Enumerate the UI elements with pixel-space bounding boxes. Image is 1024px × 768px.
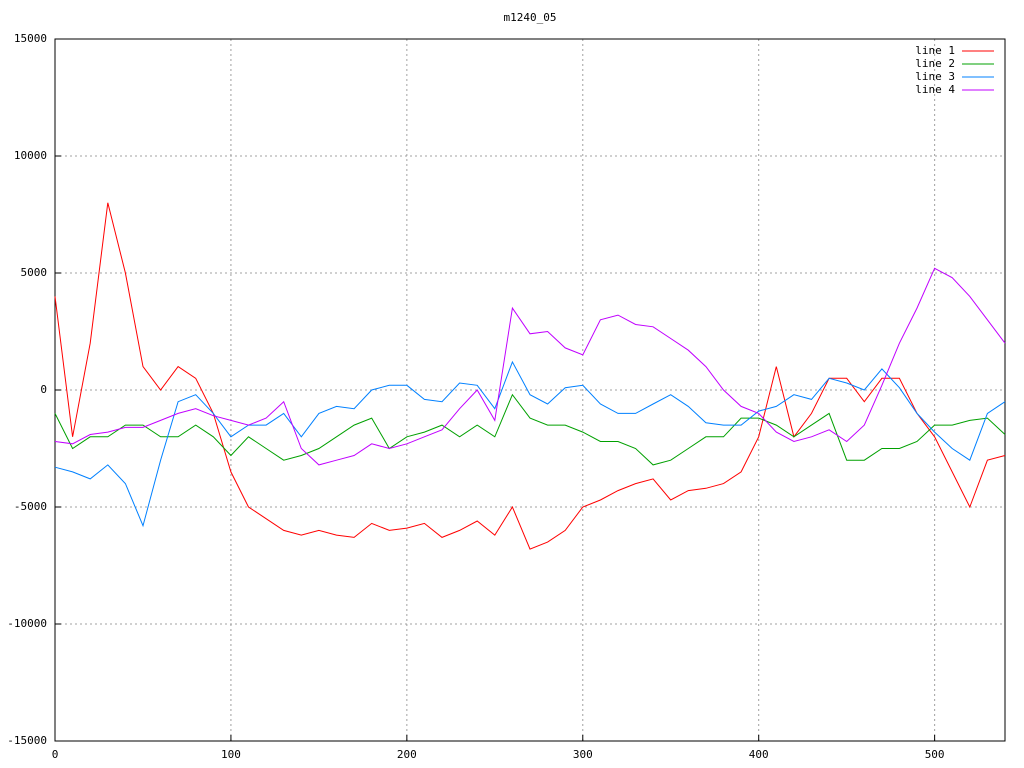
- y-tick-label: 10000: [14, 149, 47, 162]
- y-tick-label: -15000: [7, 734, 47, 747]
- y-tick-label: -5000: [14, 500, 47, 513]
- x-tick-label: 500: [925, 748, 945, 761]
- plot-frame: [54, 38, 1006, 742]
- legend-label: line 4: [915, 83, 955, 96]
- legend-label: line 3: [915, 70, 955, 83]
- y-tick-label: 0: [40, 383, 47, 396]
- line-series: [54, 267, 1006, 466]
- x-tick-label: 200: [397, 748, 417, 761]
- line-series: [54, 202, 1006, 550]
- x-tick-label: 0: [52, 748, 59, 761]
- legend-label: line 1: [915, 44, 955, 57]
- x-tick-label: 400: [749, 748, 769, 761]
- y-tick-label: 5000: [21, 266, 48, 279]
- line-series: [54, 393, 1006, 466]
- y-tick-label: -10000: [7, 617, 47, 630]
- line-series: [54, 360, 1006, 528]
- chart-title: m1240_05: [504, 11, 557, 24]
- y-tick-label: 15000: [14, 32, 47, 45]
- x-tick-label: 300: [573, 748, 593, 761]
- x-tick-label: 100: [221, 748, 241, 761]
- legend-label: line 2: [915, 57, 955, 70]
